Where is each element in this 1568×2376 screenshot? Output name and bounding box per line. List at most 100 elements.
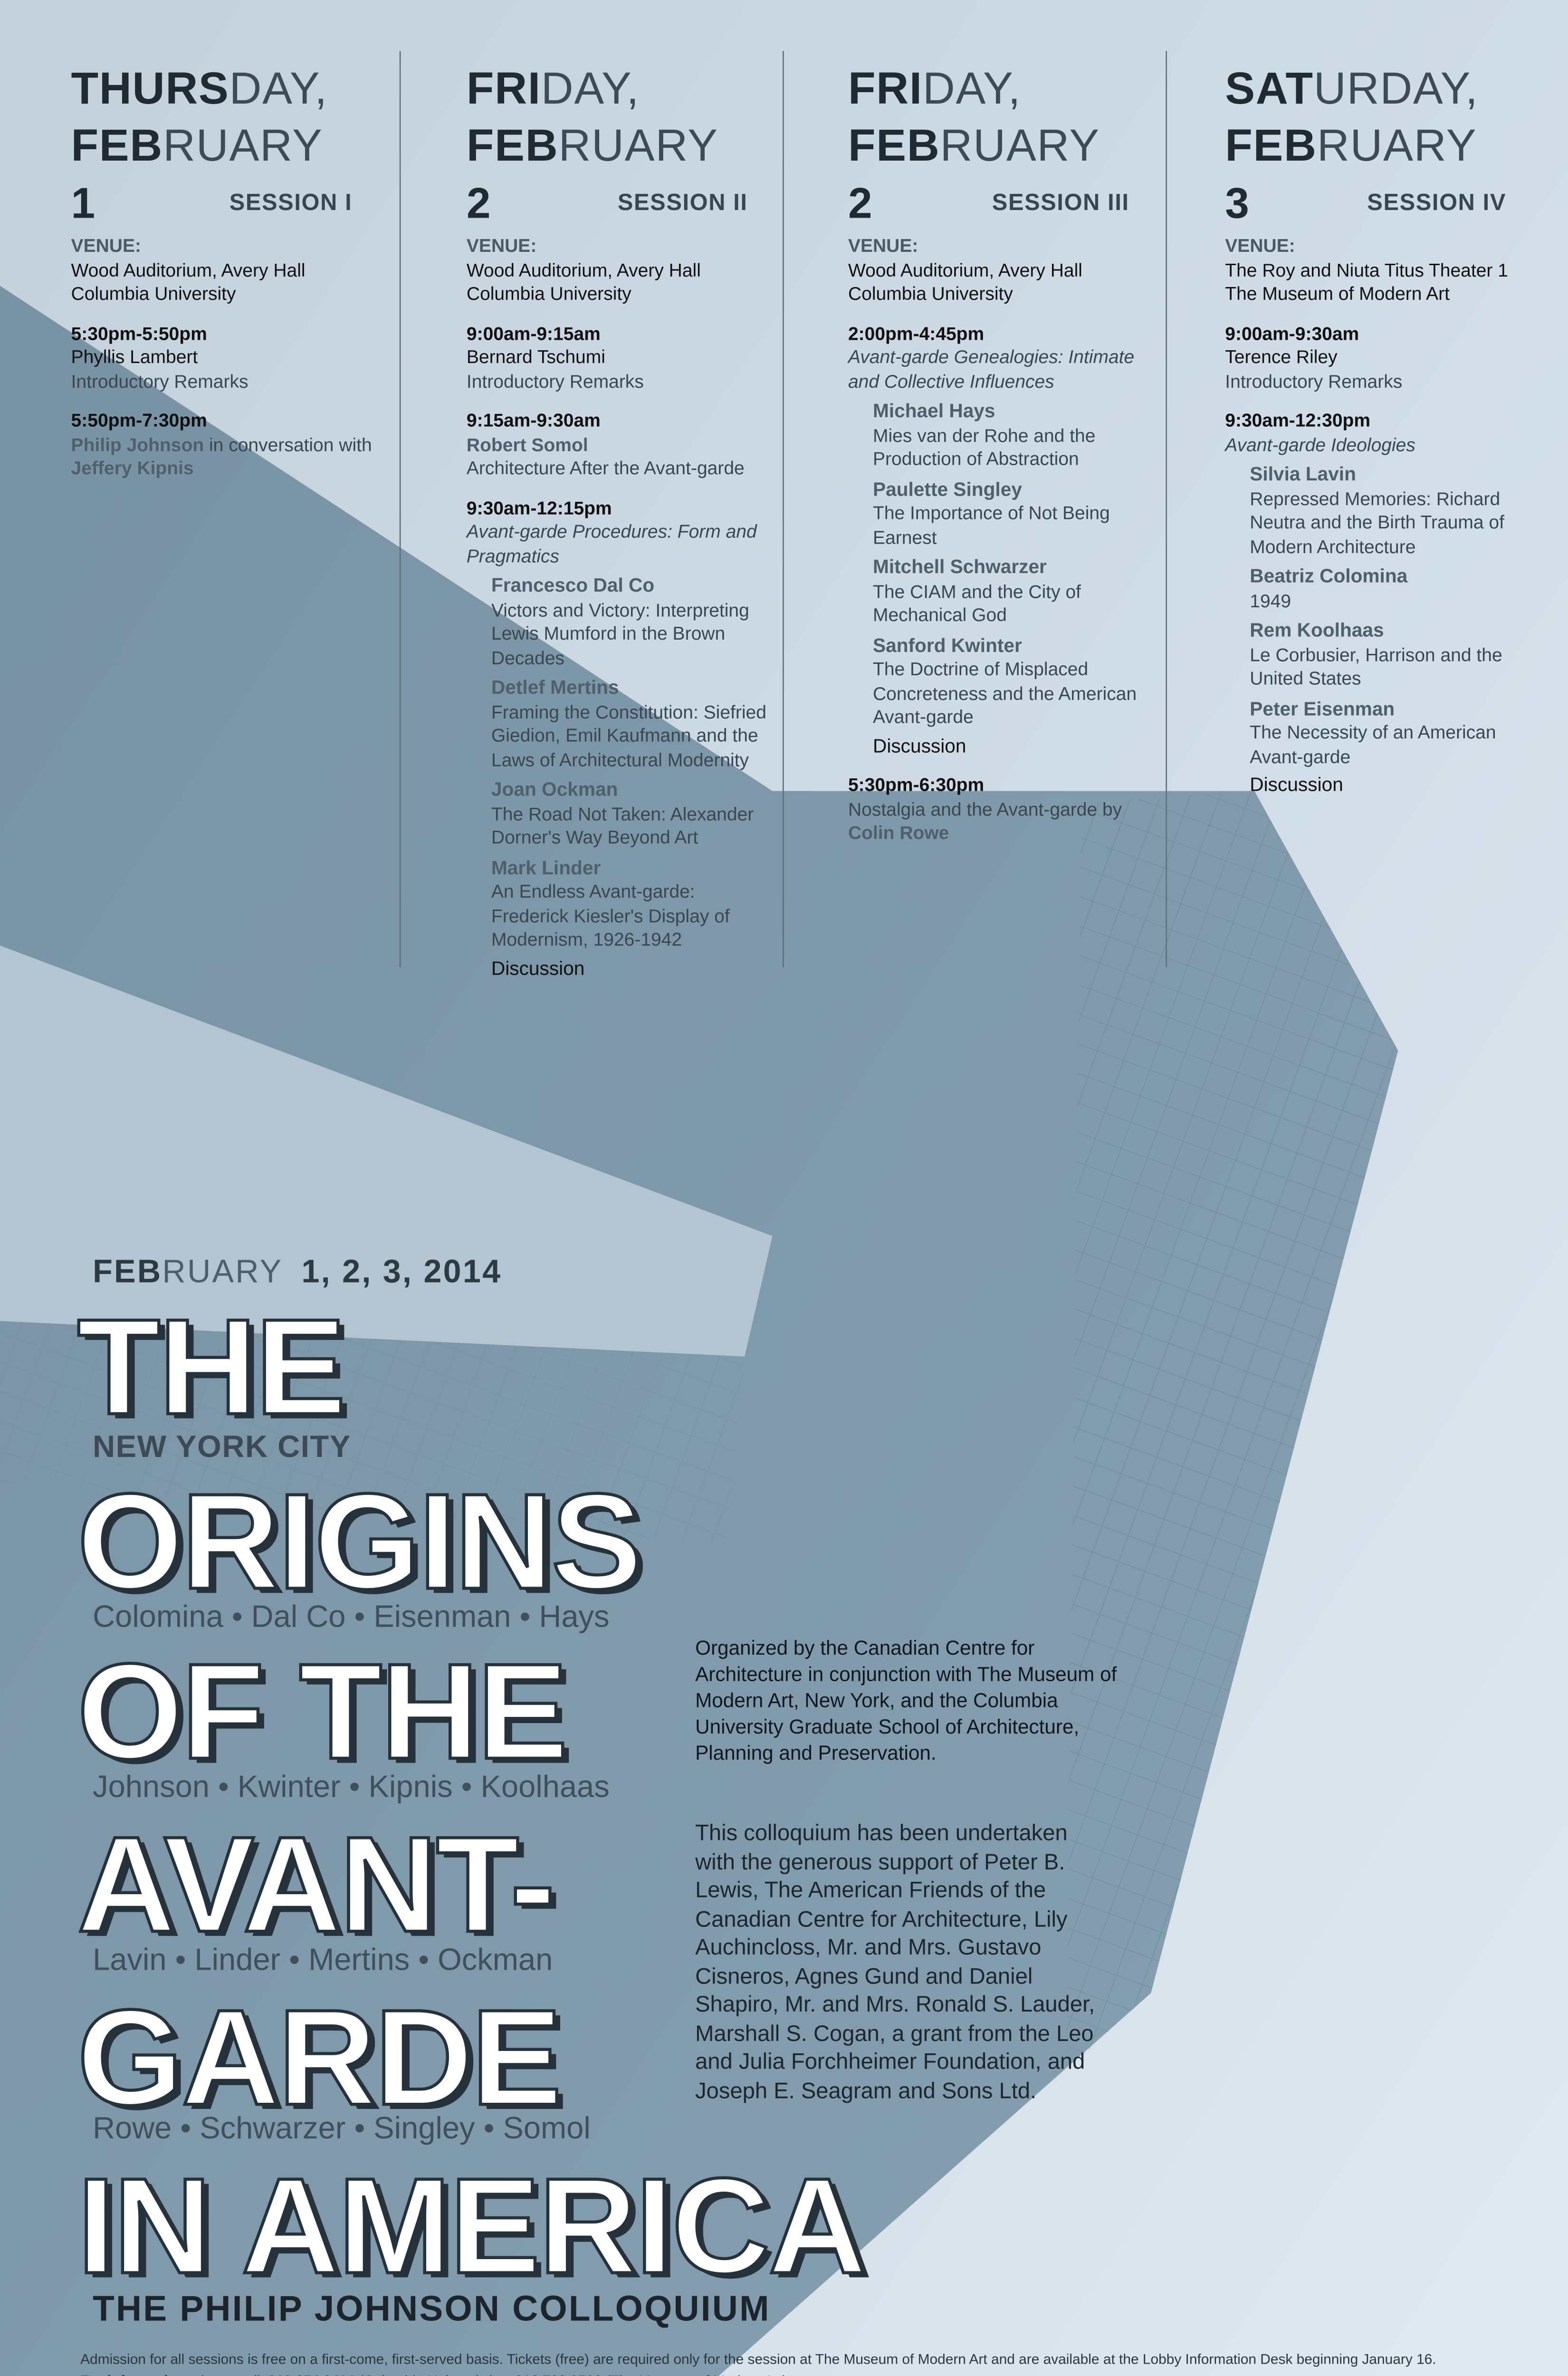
session-label: SESSION II (617, 190, 748, 217)
session-column: FRIDAY, FEBRUARY 2 SESSION II VENUE: Wood Aud… (467, 62, 775, 981)
day-heading: THURSDAY, (71, 62, 380, 119)
talk: Michael Hays Mies van der Rohe and the Pr… (873, 400, 1157, 472)
date-row: 3 SESSION IV (1225, 176, 1534, 235)
venue-label: VENUE: (1225, 235, 1295, 257)
talk-title: The Necessity of an American Avant-garde (1250, 721, 1496, 767)
organized-note: Organized by the Canadian Centre for Arc… (695, 1636, 1117, 1764)
speaker: Sanford Kwinter (872, 634, 1022, 656)
time: 5:50pm-7:30pm (71, 409, 207, 431)
program-block: 5:30pm-5:50pm Phyllis Lambert Introductory… (71, 322, 380, 394)
date-row: 1 SESSION I (71, 176, 380, 235)
venue-line: Wood Auditorium, Avery Hall (71, 259, 306, 281)
speaker-names: Lavin • Linder • Mertins • Ockman (93, 1944, 553, 1978)
time: 9:30am-12:30pm (1225, 409, 1371, 431)
talk: Detlef Mertins Framing the Constitution: … (491, 677, 775, 773)
venue-label: VENUE: (466, 235, 537, 257)
session-label: SESSION I (229, 190, 353, 217)
venue-line: Columbia University (71, 282, 236, 305)
session-label: SESSION IV (1367, 190, 1507, 217)
day-heading: FRIDAY, (848, 62, 1157, 119)
talk-title: Framing the Constitution: Siefried Giedi… (491, 700, 766, 770)
text-run: in conversation with (204, 433, 372, 455)
speaker: Francesco Dal Co (491, 575, 655, 597)
time: 9:30am-12:15pm (466, 497, 612, 518)
program-block: 9:00am-9:15am Bernard Tschumi Introductory… (467, 322, 775, 394)
support-note: This colloquium has been undertaken with… (695, 1821, 1095, 2104)
month-heading: FEBRUARY (467, 119, 775, 176)
program-block: 2:00pm-4:45pm Avant-garde Genealogies: In… (848, 322, 1157, 758)
month-heading: FEBRUARY (71, 119, 380, 176)
text-run: please call: (189, 2373, 268, 2376)
title-line: ORIGINS (76, 1465, 643, 1618)
theme: Avant-garde Genealogies: Intimate and Co… (848, 346, 1135, 392)
talk: Silvia Lavin Repressed Memories: Richard … (1250, 463, 1534, 559)
month-light: RUARY (1317, 122, 1477, 172)
date-number: 2 (466, 179, 491, 227)
talk-text: Nostalgia and the Avant-garde by Colin R… (848, 798, 1157, 846)
title-line: GARDE (76, 1981, 564, 2134)
discussion: Discussion (872, 734, 966, 757)
month-heading: FEBRUARY (1225, 119, 1534, 176)
speaker: Beatriz Colomina (1250, 565, 1408, 587)
text-run: (The Museum of Modern Art) (602, 2373, 787, 2376)
speaker: Detlef Mertins (491, 677, 619, 699)
day-bold: FRI (466, 65, 541, 115)
venue-line: Columbia University (466, 282, 631, 305)
talk-title: The Importance of Not Being Earnest (872, 502, 1110, 548)
venue-line: Columbia University (848, 282, 1013, 305)
venue-label: VENUE: (71, 235, 141, 257)
date-days: 1, 2, 3, 2014 (301, 1255, 502, 1290)
talk-title: Repressed Memories: Richard Neutra and t… (1250, 487, 1505, 557)
day-heading: FRIDAY, (467, 62, 775, 119)
host: Terence Riley (1225, 346, 1338, 368)
talk-text: Introductory Remarks (1225, 370, 1403, 392)
poster-date: FEBRUARY 1, 2, 3, 2014 (93, 1255, 502, 1292)
month-bold: FEB (1225, 122, 1317, 172)
day-bold: THURS (71, 65, 229, 115)
month-light: RUARY (163, 122, 323, 172)
time: 9:15am-9:30am (466, 409, 601, 431)
session-column: SATURDAY, FEBRUARY 3 SESSION IV VENUE: The Ro… (1225, 62, 1534, 798)
talk: Francesco Dal Co Victors and Victory: Int… (491, 575, 775, 671)
time: 5:30pm-5:50pm (71, 322, 207, 344)
time: 5:30pm-6:30pm (848, 774, 985, 796)
talk: Mark Linder An Endless Avant-garde: Frede… (491, 857, 775, 953)
date-row: 2 SESSION II (467, 176, 775, 235)
talk: Mitchell Schwarzer The CIAM and the City … (873, 556, 1157, 628)
emphasis: Jeffery Kipnis (71, 457, 194, 479)
speaker: Mitchell Schwarzer (872, 556, 1047, 578)
emphasis: 212 708 9500 (515, 2373, 602, 2376)
speaker-names: Rowe • Schwarzer • Singley • Somol (93, 2112, 591, 2146)
month-bold: FEB (848, 122, 940, 172)
talk-text: Philip Johnson in conversation with Jeff… (71, 433, 380, 481)
talk: Rem Koolhaas Le Corbusier, Harrison and t… (1250, 620, 1534, 691)
month-bold: FEB (71, 122, 163, 172)
theme: Avant-garde Ideologies (1225, 433, 1415, 455)
title-line: OF THE (76, 1634, 569, 1788)
talk: Paulette Singley The Importance of Not Be… (873, 478, 1157, 550)
title-line: IN AMERICA (76, 2149, 868, 2302)
emphasis: For information, (80, 2373, 189, 2376)
session-column: THURSDAY, FEBRUARY 1 SESSION I VENUE: Wood Au… (71, 62, 380, 481)
time: 9:00am-9:15am (466, 322, 601, 344)
speaker: Silvia Lavin (1250, 463, 1356, 485)
theme: Avant-garde Procedures: Form and Pragmat… (466, 520, 757, 566)
text-run: Nostalgia and the Avant-garde by (848, 798, 1122, 820)
speaker: Paulette Singley (872, 478, 1022, 500)
venue-line: The Roy and Niuta Titus Theater 1 (1225, 259, 1508, 281)
program-block: 9:00am-9:30am Terence Riley Introductory R… (1225, 322, 1534, 394)
month-light: RUARY (558, 122, 718, 172)
talk-title: Mies van der Rohe and the Production of … (872, 424, 1096, 470)
speaker: Mark Linder (491, 856, 601, 879)
colloquium: THE PHILIP JOHNSON COLLOQUIUM (93, 2288, 771, 2328)
building-gap (0, 945, 773, 1357)
emphasis: Philip Johnson (71, 433, 204, 455)
text-run: (Columbia University) or (355, 2373, 515, 2376)
building-facade-left (0, 1321, 745, 1545)
day-light: DAY, (922, 65, 1022, 115)
time: 2:00pm-4:45pm (848, 322, 985, 344)
speaker: Michael Hays (872, 400, 995, 422)
